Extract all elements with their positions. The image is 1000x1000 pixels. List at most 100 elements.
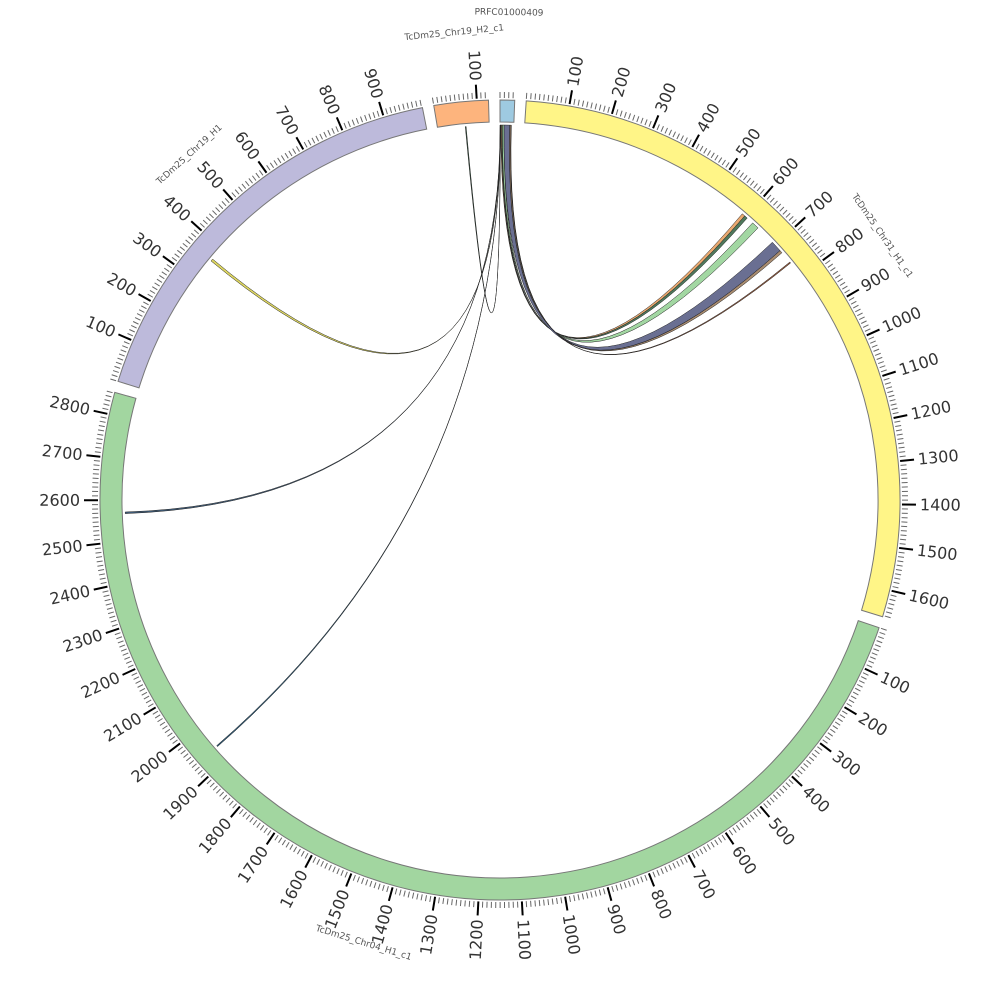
ideogram-label: TcDm25_Chr19_H2_c1 (403, 23, 504, 43)
minor-tick (188, 760, 195, 765)
minor-tick (245, 814, 251, 820)
minor-tick (577, 99, 580, 106)
minor-tick (888, 602, 895, 606)
minor-tick (278, 837, 283, 843)
minor-tick (897, 560, 904, 563)
minor-tick (420, 894, 423, 901)
minor-tick (895, 429, 903, 432)
minor-tick (449, 95, 452, 102)
minor-tick (844, 289, 850, 294)
minor-tick (806, 759, 812, 765)
major-tick (647, 873, 656, 887)
minor-tick (607, 106, 610, 113)
minor-tick (644, 119, 648, 126)
minor-tick (311, 137, 316, 144)
minor-tick (895, 573, 902, 576)
minor-tick (598, 889, 602, 896)
tick-label: 100 (464, 50, 485, 82)
minor-tick (234, 189, 240, 195)
minor-tick (263, 827, 268, 834)
minor-tick (668, 129, 672, 136)
minor-tick (107, 611, 115, 615)
minor-tick (736, 169, 741, 176)
minor-tick (248, 178, 253, 184)
tick-label: 900 (360, 66, 387, 101)
major-tick (295, 136, 305, 150)
tick-label: 900 (603, 902, 629, 937)
minor-tick (811, 242, 818, 247)
ideogram-band (433, 99, 490, 128)
minor-tick (688, 139, 692, 146)
minor-tick (560, 96, 563, 103)
major-tick (759, 805, 771, 818)
minor-tick (839, 281, 846, 286)
minor-tick (772, 794, 778, 800)
minor-tick (300, 850, 305, 857)
minor-tick (756, 808, 762, 815)
minor-tick (714, 839, 719, 846)
link-ribbon-9 (465, 124, 501, 313)
minor-tick (259, 170, 264, 176)
ideogram-band (117, 107, 428, 389)
major-tick (843, 706, 858, 716)
major-tick (86, 542, 101, 547)
minor-tick (897, 438, 904, 440)
minor-tick (228, 800, 234, 806)
minor-tick (105, 603, 112, 606)
minor-tick (560, 897, 563, 904)
minor-tick (377, 883, 381, 890)
minor-tick (215, 207, 221, 213)
minor-tick (336, 868, 340, 875)
minor-tick (285, 842, 290, 848)
major-tick (190, 220, 203, 232)
tick-label: 500 (732, 125, 765, 161)
minor-tick (185, 239, 191, 245)
minor-tick (900, 538, 907, 541)
minor-tick (147, 703, 154, 708)
tick-label: 600 (728, 842, 761, 878)
tick-label: 1000 (559, 913, 584, 956)
minor-tick (124, 656, 131, 660)
minor-tick (827, 263, 834, 268)
minor-tick (369, 880, 373, 887)
major-tick (864, 667, 878, 676)
minor-tick (221, 201, 227, 207)
minor-tick (129, 329, 135, 333)
minor-tick (205, 216, 211, 222)
major-tick (378, 101, 385, 116)
minor-tick (825, 259, 831, 265)
minor-tick (714, 154, 719, 161)
tick-label: 600 (768, 154, 802, 190)
minor-tick (899, 451, 906, 453)
minor-tick (852, 304, 859, 309)
minor-tick (619, 110, 623, 117)
minor-tick (739, 822, 744, 828)
minor-tick (899, 543, 906, 545)
minor-tick (577, 894, 580, 901)
minor-tick (728, 829, 734, 836)
minor-tick (123, 341, 130, 345)
tick-label: 900 (857, 264, 893, 296)
minor-tick (304, 852, 309, 859)
major-tick (652, 114, 660, 129)
minor-tick (436, 96, 439, 103)
tick-label: 300 (129, 228, 165, 261)
minor-tick (166, 264, 173, 269)
minor-tick (753, 811, 758, 817)
minor-tick (862, 324, 869, 328)
minor-tick (846, 703, 853, 707)
minor-tick (93, 538, 100, 541)
minor-tick (131, 672, 138, 676)
minor-tick (259, 825, 265, 831)
minor-tick (382, 884, 385, 891)
minor-tick (99, 420, 106, 423)
minor-tick (464, 900, 466, 907)
minor-tick (672, 131, 676, 138)
tick-label: 1100 (897, 349, 942, 380)
major-tick (882, 370, 897, 377)
major-tick (93, 409, 108, 415)
minor-tick (106, 607, 113, 610)
minor-tick (104, 598, 111, 602)
tick-label: 2700 (41, 441, 84, 464)
tick-label: 1000 (879, 303, 924, 337)
